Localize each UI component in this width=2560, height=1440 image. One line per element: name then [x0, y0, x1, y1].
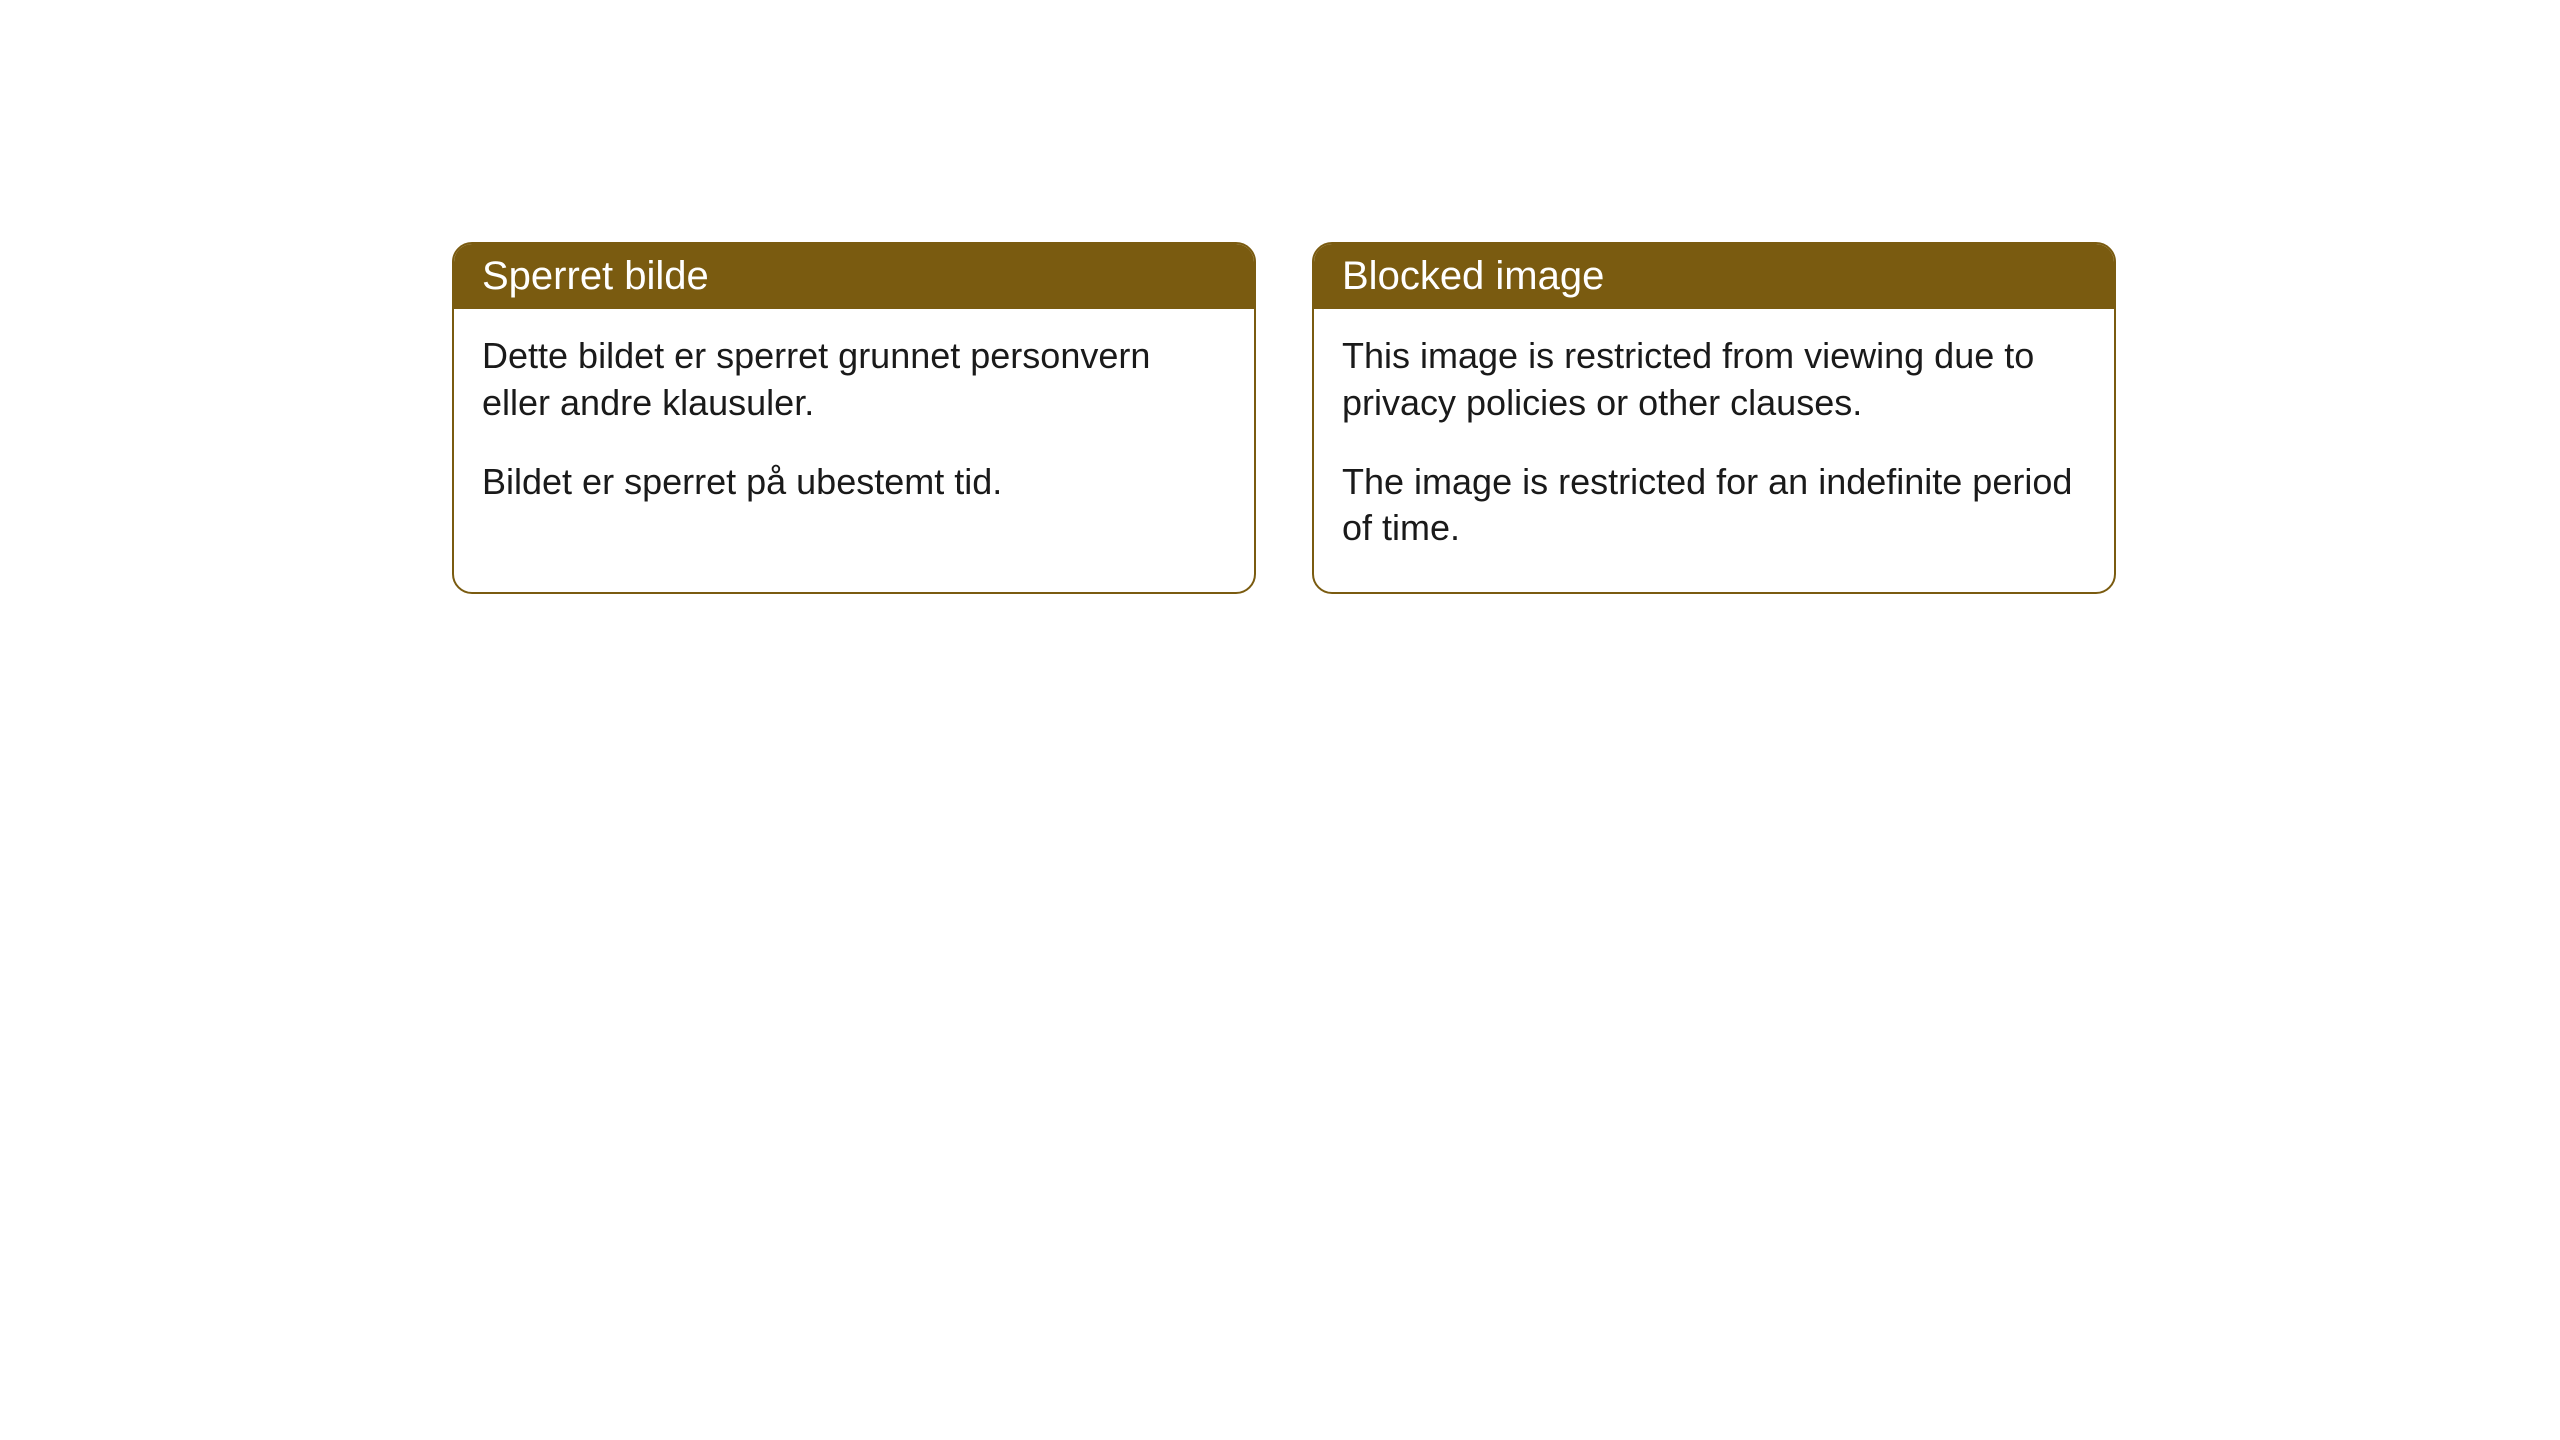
notice-container: Sperret bilde Dette bildet er sperret gr… [0, 0, 2560, 594]
notice-card-english: Blocked image This image is restricted f… [1312, 242, 2116, 594]
notice-text-line1: Dette bildet er sperret grunnet personve… [482, 333, 1226, 427]
notice-body-norwegian: Dette bildet er sperret grunnet personve… [454, 309, 1254, 545]
notice-text-line2: Bildet er sperret på ubestemt tid. [482, 459, 1226, 506]
notice-card-norwegian: Sperret bilde Dette bildet er sperret gr… [452, 242, 1256, 594]
notice-header-norwegian: Sperret bilde [454, 244, 1254, 309]
notice-text-line2: The image is restricted for an indefinit… [1342, 459, 2086, 553]
notice-body-english: This image is restricted from viewing du… [1314, 309, 2114, 592]
notice-text-line1: This image is restricted from viewing du… [1342, 333, 2086, 427]
notice-header-english: Blocked image [1314, 244, 2114, 309]
